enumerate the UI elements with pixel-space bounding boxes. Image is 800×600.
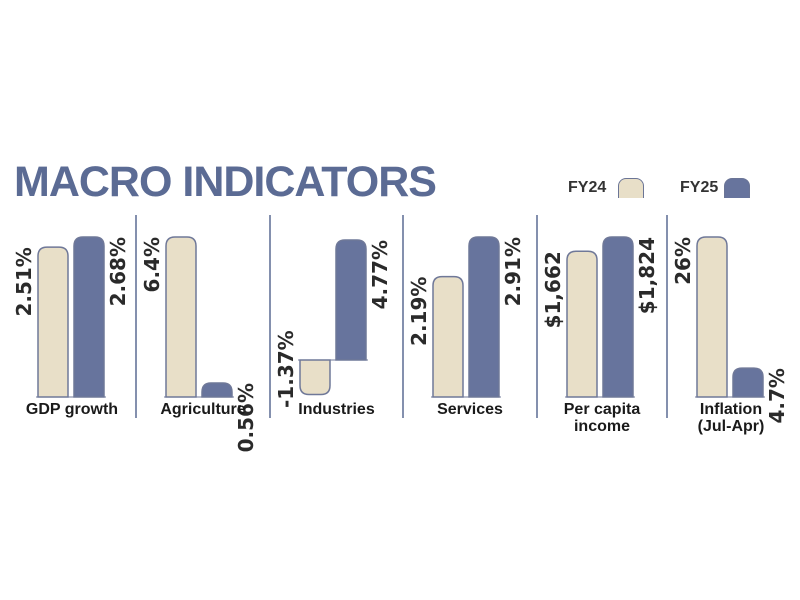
category-label: Services	[437, 401, 503, 418]
bar-fy25	[201, 382, 233, 398]
legend-label-fy25: FY25	[680, 179, 719, 196]
bar-fy25	[73, 236, 105, 398]
category-label: Industries	[298, 401, 375, 418]
value-label-fy25: 0.56%	[234, 383, 258, 452]
bar-fy25	[732, 367, 764, 398]
bar-fy24	[37, 246, 69, 398]
legend-swatch-fy24	[618, 178, 644, 198]
chart-title: MACRO INDICATORS	[14, 158, 437, 206]
category-label: (Jul-Apr)	[698, 418, 765, 435]
value-label-fy24: 6.4%	[140, 237, 164, 292]
value-label-fy24: 2.19%	[407, 277, 431, 346]
value-label-fy24: -1.37%	[274, 330, 298, 408]
category-label: Per capita	[564, 401, 641, 418]
value-label-fy25: 2.91%	[501, 237, 525, 306]
bar-fy24	[299, 359, 331, 396]
category-label: GDP growth	[26, 401, 118, 418]
bar-fy24	[696, 236, 728, 398]
category-label: income	[574, 418, 630, 435]
bar-fy24	[566, 250, 598, 398]
value-label-fy24: 2.51%	[12, 247, 36, 316]
bar-fy24	[165, 236, 197, 398]
legend-swatch-fy25	[724, 178, 750, 198]
category-label: Inflation	[700, 401, 762, 418]
legend-label-fy24: FY24	[568, 179, 607, 196]
category-label: Agriculture	[160, 401, 245, 418]
value-label-fy25: 2.68%	[106, 237, 130, 306]
value-label-fy25: 4.77%	[368, 240, 392, 309]
bar-fy25	[335, 239, 367, 361]
bar-fy25	[602, 236, 634, 398]
value-label-fy25: 4.7%	[765, 368, 789, 423]
value-label-fy25: $1,824	[635, 237, 659, 314]
value-label-fy24: $1,662	[541, 251, 565, 328]
value-label-fy24: 26%	[671, 237, 695, 285]
bar-fy25	[468, 236, 500, 398]
bar-fy24	[432, 275, 464, 398]
